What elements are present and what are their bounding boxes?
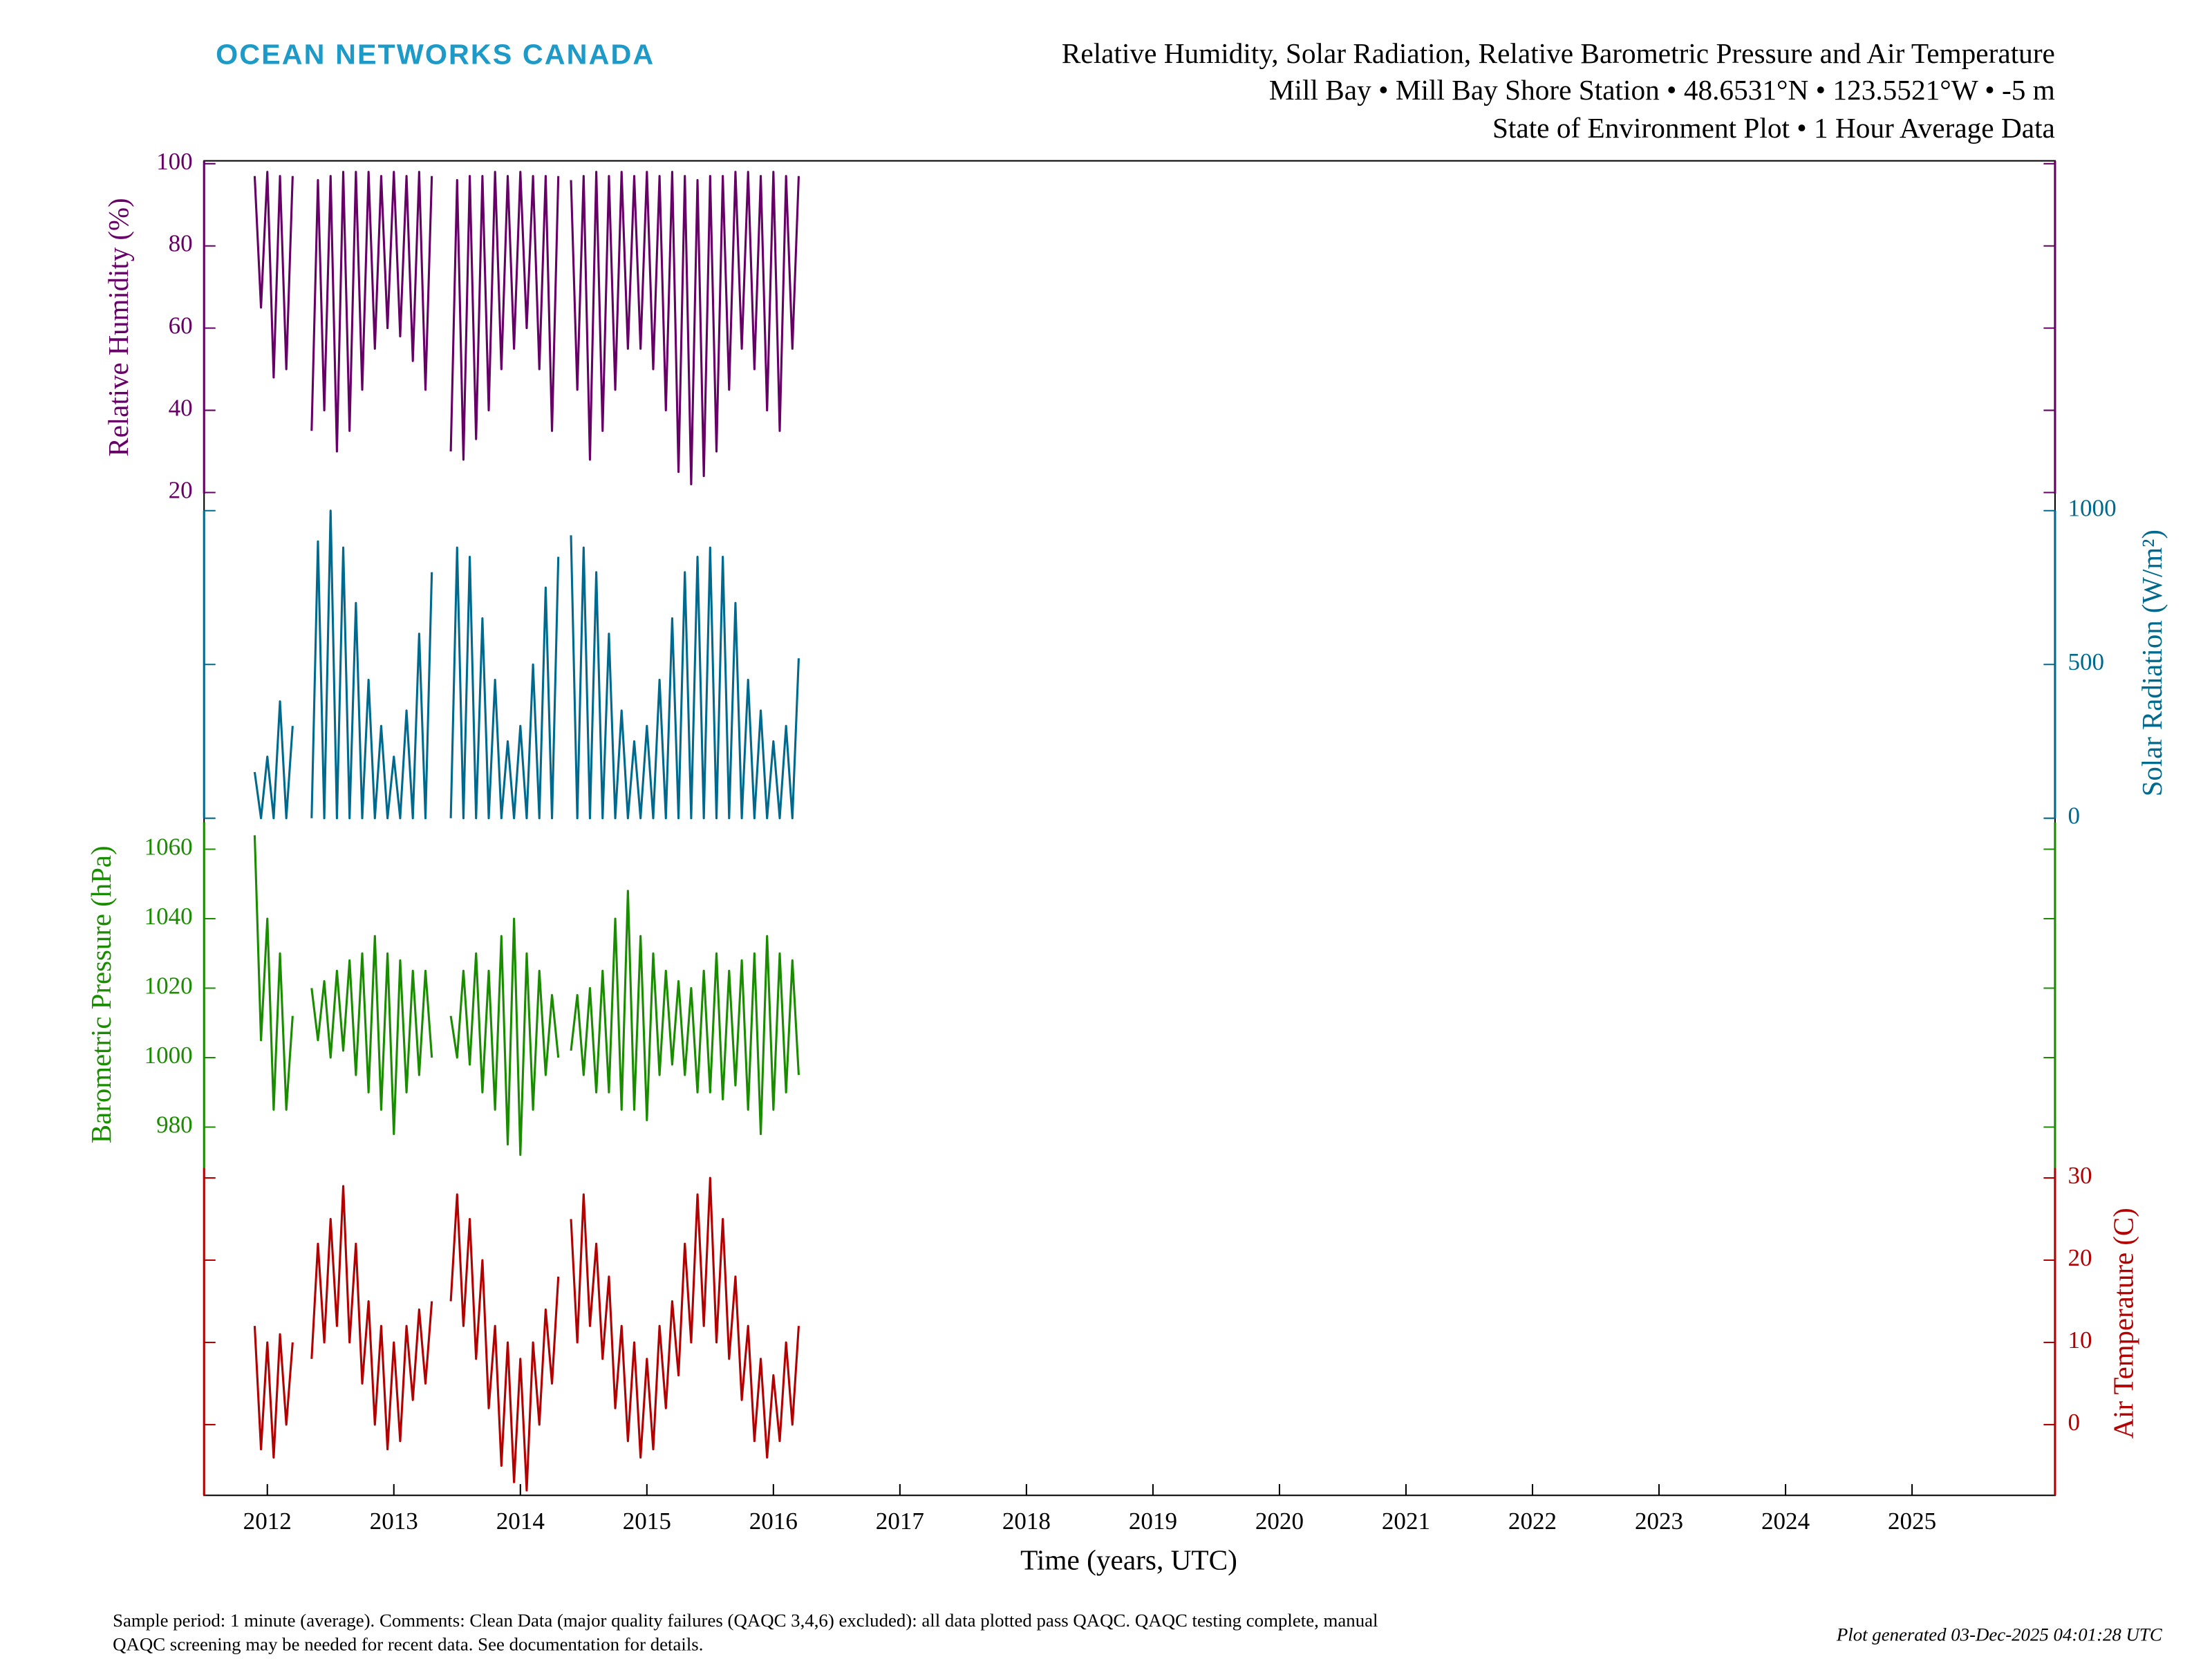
y-tick-label: 60	[169, 312, 193, 339]
chart-subtitle: State of Environment Plot • 1 Hour Avera…	[1492, 112, 2055, 144]
y-tick-label: 20	[169, 477, 193, 504]
chart-subtitle: Mill Bay • Mill Bay Shore Station • 48.6…	[1269, 74, 2055, 106]
x-tick-label: 2025	[1888, 1508, 1936, 1535]
x-tick-label: 2024	[1761, 1508, 1810, 1535]
data-line	[253, 1177, 800, 1492]
y-tick-label: 980	[156, 1112, 193, 1138]
data-line	[253, 835, 800, 1156]
chart-title: Relative Humidity, Solar Radiation, Rela…	[1062, 37, 2055, 69]
footnote: Sample period: 1 minute (average). Comme…	[113, 1610, 1378, 1631]
x-tick-label: 2014	[496, 1508, 545, 1535]
y-axis-label: Relative Humidity (%)	[102, 198, 134, 456]
data-line	[253, 171, 800, 486]
y-axis-label: Air Temperature (C)	[2107, 1208, 2139, 1438]
x-tick-label: 2015	[623, 1508, 671, 1535]
y-tick-label: 1000	[144, 1042, 193, 1069]
x-tick-label: 2021	[1382, 1508, 1430, 1535]
x-tick-label: 2019	[1129, 1508, 1177, 1535]
y-tick-label: 30	[2068, 1162, 2092, 1189]
y-tick-label: 1020	[144, 973, 193, 1000]
y-tick-label: 100	[156, 148, 193, 175]
y-tick-label: 20	[2068, 1244, 2092, 1271]
y-tick-label: 1060	[144, 834, 193, 861]
x-tick-label: 2020	[1255, 1508, 1304, 1535]
x-tick-label: 2013	[370, 1508, 418, 1535]
logo: OCEAN NETWORKS CANADA	[216, 39, 655, 71]
x-tick-label: 2018	[1002, 1508, 1051, 1535]
y-tick-label: 1000	[2068, 495, 2116, 522]
x-tick-label: 2016	[749, 1508, 798, 1535]
x-tick-label: 2022	[1508, 1508, 1557, 1535]
y-tick-label: 0	[2068, 803, 2080, 830]
y-tick-label: 1040	[144, 903, 193, 930]
y-tick-label: 10	[2068, 1327, 2092, 1353]
x-axis-label: Time (years, UTC)	[1020, 1544, 1237, 1576]
data-line	[253, 509, 800, 820]
x-tick-label: 2023	[1635, 1508, 1683, 1535]
footnote: QAQC screening may be needed for recent …	[113, 1634, 703, 1655]
y-tick-label: 80	[169, 230, 193, 257]
y-tick-label: 40	[169, 395, 193, 422]
y-axis-label: Solar Radiation (W/m²)	[2136, 529, 2168, 796]
x-tick-label: 2017	[876, 1508, 924, 1535]
y-tick-label: 0	[2068, 1409, 2080, 1436]
plot-generated: Plot generated 03-Dec-2025 04:01:28 UTC	[1836, 1624, 2163, 1645]
x-tick-label: 2012	[243, 1508, 292, 1535]
y-axis-label: Barometric Pressure (hPa)	[85, 845, 117, 1143]
y-tick-label: 500	[2068, 648, 2104, 675]
